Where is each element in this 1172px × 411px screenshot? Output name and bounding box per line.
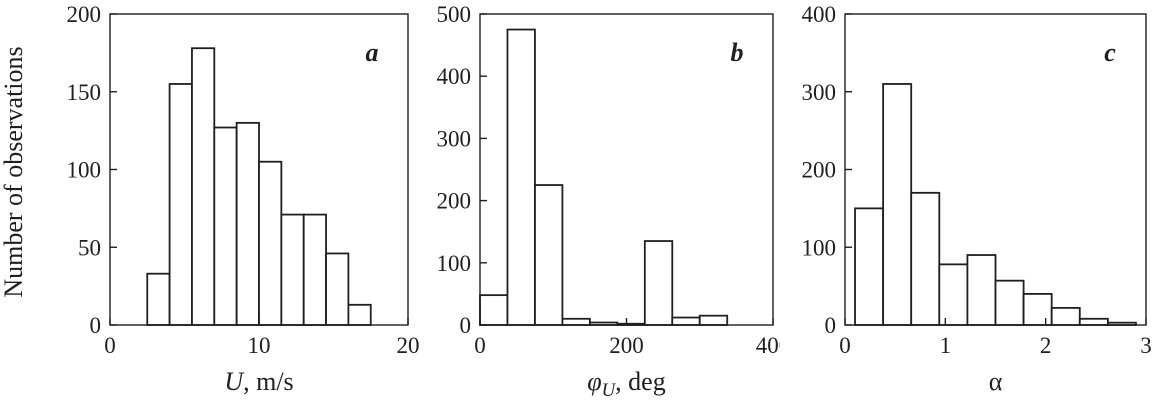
x-tick-label: 200 [609, 333, 644, 358]
histogram-bar [258, 160, 283, 326]
histogram-bar [325, 252, 350, 326]
y-tick-label: 100 [437, 251, 472, 276]
x-tick-label: 2 [1040, 333, 1052, 358]
y-tick-label: 500 [437, 2, 472, 27]
histogram-bar [1022, 292, 1053, 326]
histogram-panel-a: Number of observations 0 10 20050100150200… [0, 2, 420, 396]
panel-letter: b [731, 38, 744, 67]
y-tick-label: 100 [67, 158, 102, 183]
x-axis-label: U, m/s [224, 367, 293, 396]
x-tick-label: 0 [839, 333, 851, 358]
histogram-bar [235, 121, 260, 326]
y-tick-label: 300 [437, 126, 472, 151]
x-tick-label: 400 [756, 333, 780, 358]
panel-letter: a [366, 38, 379, 67]
histogram-bar [561, 317, 591, 326]
histogram-bar [643, 240, 674, 326]
histogram-bar [994, 279, 1025, 326]
histogram-bar [671, 316, 701, 326]
histogram-bar [213, 126, 238, 326]
y-tick-label: 0 [460, 313, 472, 338]
y-tick-label: 100 [802, 235, 837, 260]
histogram-bar [479, 294, 509, 326]
y-tick-label: 400 [437, 64, 472, 89]
y-tick-label: 200 [437, 189, 472, 214]
y-tick-label: 200 [67, 2, 102, 27]
histogram-bar [168, 83, 193, 326]
y-tick-label: 150 [67, 80, 102, 105]
histogram-bar [534, 184, 564, 326]
histogram-bar [882, 83, 913, 326]
histogram-bar [1078, 317, 1109, 326]
histogram-panel-b: 0 200 400 0 100 200 300 400 500 b φU, deg [437, 2, 781, 401]
histogram-bar [854, 207, 885, 326]
y-tick-label: 50 [78, 235, 101, 260]
histogram-bar [302, 213, 327, 326]
x-tick-label: 0 [474, 333, 486, 358]
x-axis-label: φU, deg [587, 367, 665, 401]
histogram-bar [506, 28, 536, 326]
x-tick-label: 1 [940, 333, 952, 358]
histogram-bar [347, 303, 372, 326]
panel-letter: c [1104, 38, 1116, 67]
histogram-bar [698, 314, 729, 326]
histogram-bar [938, 263, 969, 326]
histogram-bar [910, 191, 941, 326]
x-tick-label: 0 [104, 333, 116, 358]
histogram-bar [1050, 306, 1081, 326]
y-axis-label: Number of observations [0, 46, 28, 297]
y-tick-label: 0 [90, 313, 102, 338]
histogram-panel-c: 0 1 2 3 0 100 200 300 400 c α [802, 2, 1152, 396]
histogram-bar [280, 213, 305, 326]
y-tick-label: 400 [802, 2, 837, 27]
x-axis-label: α [989, 367, 1003, 396]
y-tick-label: 300 [802, 80, 837, 105]
y-tick-label: 200 [802, 158, 837, 183]
histogram-bar [191, 47, 216, 326]
x-tick-label: 20 [397, 333, 420, 358]
histogram-bar [966, 254, 997, 326]
x-tick-label: 3 [1140, 333, 1152, 358]
y-tick-label: 0 [825, 313, 837, 338]
histogram-bar [146, 272, 171, 326]
x-tick-label: 10 [248, 333, 271, 358]
